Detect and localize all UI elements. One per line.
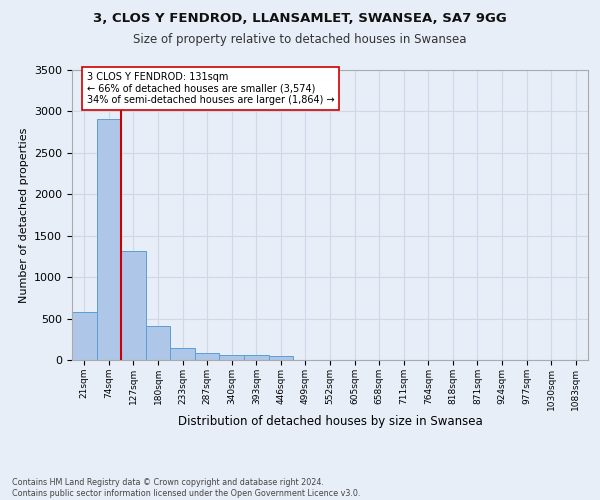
- Bar: [170, 348, 195, 360]
- X-axis label: Distribution of detached houses by size in Swansea: Distribution of detached houses by size …: [178, 416, 482, 428]
- Bar: [72, 312, 97, 360]
- Bar: [269, 356, 293, 360]
- Bar: [121, 251, 146, 360]
- Text: 3 CLOS Y FENDROD: 131sqm
← 66% of detached houses are smaller (3,574)
34% of sem: 3 CLOS Y FENDROD: 131sqm ← 66% of detach…: [87, 72, 334, 105]
- Bar: [244, 356, 269, 360]
- Bar: [97, 119, 121, 360]
- Bar: [195, 353, 220, 360]
- Bar: [146, 326, 170, 360]
- Y-axis label: Number of detached properties: Number of detached properties: [19, 128, 29, 302]
- Text: Contains HM Land Registry data © Crown copyright and database right 2024.
Contai: Contains HM Land Registry data © Crown c…: [12, 478, 361, 498]
- Text: Size of property relative to detached houses in Swansea: Size of property relative to detached ho…: [133, 32, 467, 46]
- Text: 3, CLOS Y FENDROD, LLANSAMLET, SWANSEA, SA7 9GG: 3, CLOS Y FENDROD, LLANSAMLET, SWANSEA, …: [93, 12, 507, 26]
- Bar: [220, 355, 244, 360]
